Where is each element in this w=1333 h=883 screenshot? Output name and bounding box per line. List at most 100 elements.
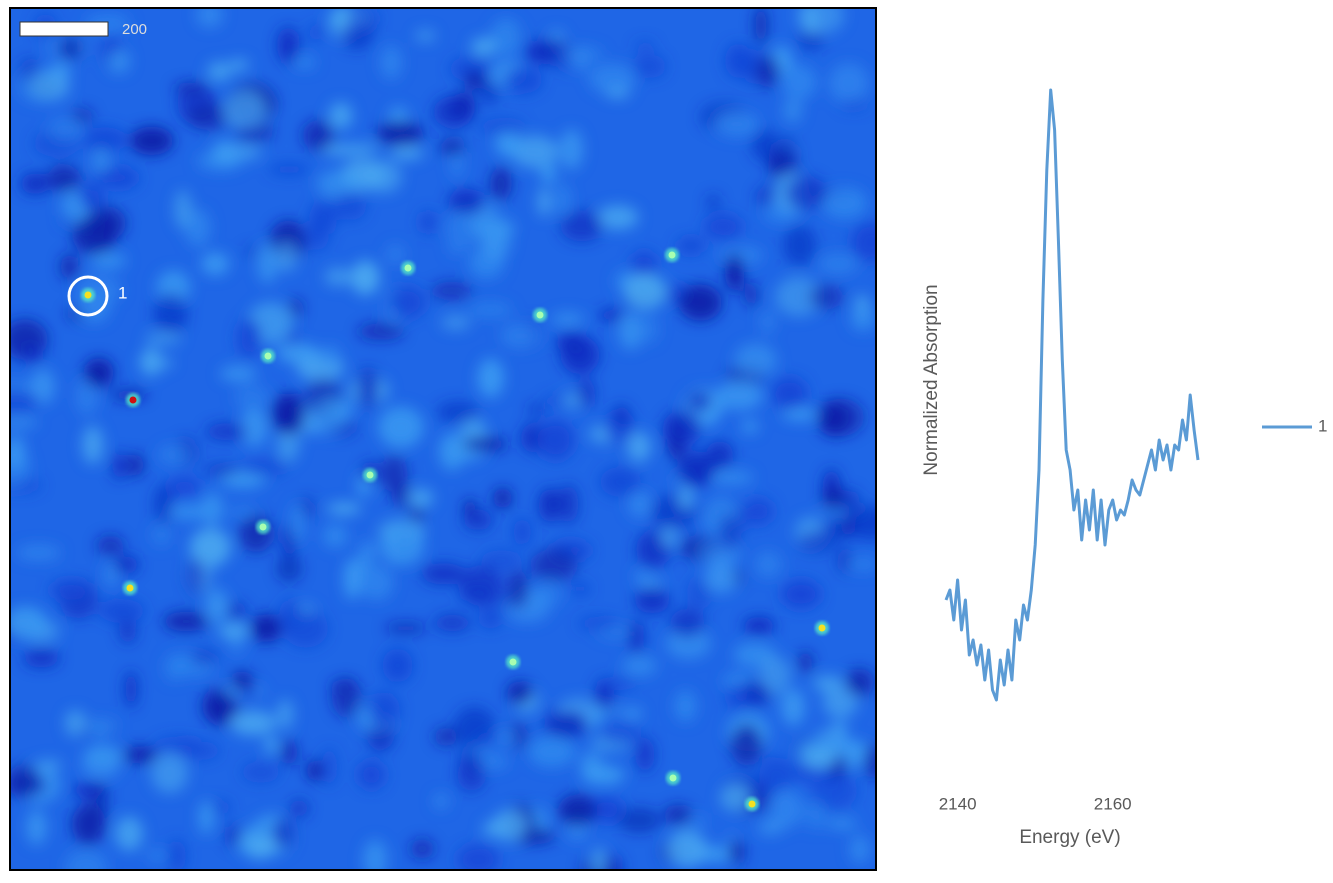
texture-blob [201,252,230,276]
texture-blob [851,221,876,262]
texture-blob [83,357,114,388]
texture-blob [715,380,763,411]
texture-blob [309,201,337,234]
texture-blob [357,760,386,789]
texture-blob [842,489,860,517]
texture-blob [785,175,826,211]
texture-blob [140,346,162,377]
texture-blob [174,189,192,229]
texture-blob [841,99,868,111]
texture-blob [730,723,763,766]
texture-blob [228,58,250,72]
texture-blob [210,800,231,814]
texture-blob [703,213,743,240]
texture-blob [464,71,486,90]
texture-blob [725,253,745,292]
texture-blob [163,611,209,632]
texture-blob [122,746,159,764]
texture-blob [462,437,508,451]
texture-blob [506,681,533,705]
texture-blob [594,796,624,823]
texture-blob [677,451,715,487]
texture-blob [560,335,600,375]
texture-blob [849,504,876,541]
texture-blob [796,8,845,35]
texture-blob [47,165,81,192]
texture-blob [478,607,503,629]
texture-blob [782,407,818,421]
texture-blob [91,781,109,820]
texture-blob [481,80,499,105]
texture-blob [15,544,62,561]
texture-blob [10,389,39,414]
texture-blob [660,527,678,548]
texture-blob [112,451,127,481]
texture-blob [676,237,706,254]
texture-blob [205,588,229,624]
texture-blob [743,616,776,635]
texture-blob [357,323,405,340]
texture-blob [276,699,294,730]
texture-blob [271,392,306,435]
texture-blob [227,602,246,620]
texture-blob [704,562,739,594]
texture-blob [771,377,808,410]
texture-blob [219,365,257,382]
texture-blob [349,143,380,155]
spot-core [366,471,374,479]
texture-blob [10,434,26,470]
texture-blob [849,834,870,864]
texture-blob [420,563,467,585]
texture-blob [331,677,362,718]
texture-blob [224,89,267,130]
texture-blob [433,96,474,129]
texture-blob [817,253,859,275]
texture-blob [822,486,845,511]
texture-blob [190,650,219,665]
texture-blob [630,251,658,279]
texture-blob [511,135,559,169]
texture-blob [276,424,300,463]
texture-blob [184,208,211,248]
texture-blob [816,728,843,741]
texture-blob [533,581,563,608]
texture-blob [477,358,505,398]
texture-blob [754,54,780,88]
texture-blob [308,23,324,42]
texture-blob [696,543,715,557]
texture-blob [436,401,480,423]
texture-blob [326,502,362,515]
texture-blob [605,87,630,99]
texture-blob [769,789,803,829]
texture-blob [634,41,655,52]
texture-blob [493,487,513,509]
texture-blob [144,332,182,346]
texture-blob [177,741,221,761]
texture-blob [459,565,504,607]
texture-blob [714,111,759,137]
texture-blob [800,745,837,770]
texture-blob [759,757,794,794]
texture-blob [380,525,424,566]
texture-blob [504,67,542,94]
texture-blob [129,126,174,156]
texture-blob [811,772,858,810]
texture-blob [804,799,828,830]
texture-blob [623,708,643,719]
texture-blob [639,577,664,591]
marker-circle [67,275,109,317]
texture-blob [64,849,108,870]
texture-blob [774,276,823,317]
texture-blob [201,687,233,723]
texture-blob [75,376,98,416]
texture-blob [167,476,202,498]
texture-blob [706,194,721,211]
texture-blob [124,670,138,708]
texture-blob [430,281,473,301]
texture-blob [241,761,281,783]
texture-blob [187,102,231,131]
texture-blob [206,61,232,82]
texture-blob [60,253,79,280]
texture-blob [306,760,323,782]
texture-blob [83,127,127,153]
